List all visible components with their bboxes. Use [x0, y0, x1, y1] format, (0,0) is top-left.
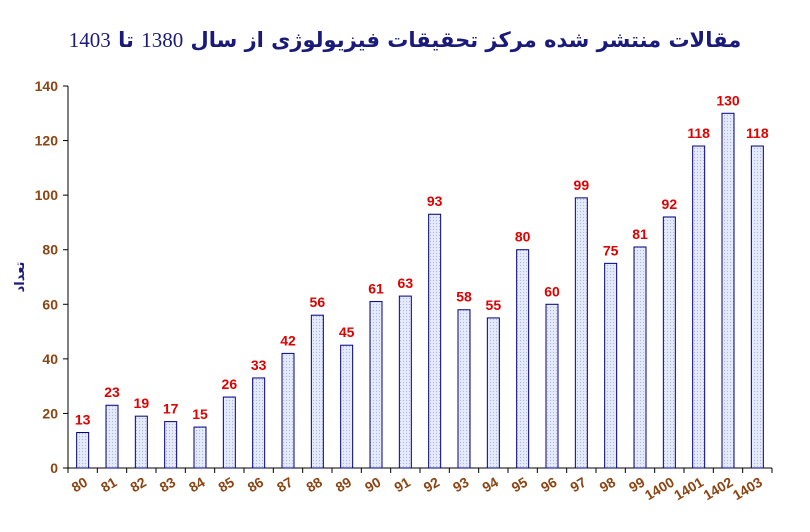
x-tick-label: 1403 — [730, 474, 765, 504]
y-tick-label: 40 — [42, 351, 58, 367]
data-label: 17 — [163, 401, 179, 417]
data-label: 15 — [192, 406, 208, 422]
data-label: 58 — [456, 289, 472, 305]
data-label: 55 — [486, 297, 502, 313]
bar — [398, 295, 412, 469]
y-tick-label: 140 — [35, 78, 59, 94]
y-tick-label: 120 — [35, 133, 59, 149]
y-tick-label: 60 — [42, 296, 58, 312]
x-tick-label: 92 — [421, 474, 443, 496]
data-label: 33 — [251, 357, 267, 373]
bar — [662, 216, 676, 469]
chart-title-year-end: 1403 — [68, 28, 111, 52]
bar — [457, 309, 471, 469]
x-tick-label: 93 — [450, 474, 472, 496]
bar — [545, 303, 559, 469]
data-label: 75 — [603, 242, 619, 258]
data-label: 26 — [222, 376, 238, 392]
bar — [604, 262, 618, 469]
data-label: 99 — [574, 177, 590, 193]
data-label: 23 — [104, 384, 120, 400]
x-tick-label: 95 — [509, 474, 531, 496]
data-label: 19 — [134, 395, 150, 411]
bar — [310, 314, 324, 469]
y-tick-label: 80 — [42, 242, 58, 258]
x-tick-label: 94 — [479, 474, 501, 496]
bar — [76, 432, 90, 469]
bar — [633, 246, 647, 469]
data-label: 63 — [398, 275, 414, 291]
bar — [193, 426, 207, 469]
x-tick-label: 90 — [362, 474, 384, 496]
bar — [252, 377, 266, 469]
y-tick-label: 100 — [35, 187, 59, 203]
data-label: 92 — [662, 196, 678, 212]
x-tick-label: 84 — [186, 474, 208, 496]
bar — [721, 112, 735, 469]
data-label: 130 — [716, 92, 740, 108]
x-tick-label: 96 — [538, 474, 560, 496]
data-label: 118 — [687, 125, 710, 141]
chart-title-year-start: 1380 — [141, 28, 184, 52]
data-label: 61 — [368, 281, 384, 297]
x-tick-label: 98 — [597, 474, 619, 496]
x-tick-label: 88 — [303, 474, 325, 496]
bar — [281, 352, 295, 469]
data-label: 45 — [339, 324, 355, 340]
bar — [574, 197, 588, 469]
x-tick-label: 86 — [245, 474, 267, 496]
bar — [692, 145, 706, 469]
y-tick-label: 0 — [50, 460, 58, 476]
x-tick-label: 87 — [274, 474, 296, 496]
y-axis-title: تعداد — [13, 262, 28, 293]
x-tick-label: 99 — [626, 474, 648, 496]
bar — [164, 421, 178, 469]
data-label: 80 — [515, 229, 531, 245]
bar — [105, 404, 119, 469]
data-label: 13 — [75, 412, 91, 428]
x-tick-label: 83 — [157, 474, 179, 496]
chart-title-text: مقالات منتشر شده مرکز تحقیقات فیزیولوژی … — [190, 28, 742, 52]
data-label: 42 — [280, 332, 296, 348]
y-tick-label: 20 — [42, 405, 58, 421]
x-tick-label: 91 — [391, 474, 413, 496]
data-label: 81 — [632, 226, 648, 242]
x-tick-label: 97 — [567, 474, 589, 496]
data-label: 118 — [746, 125, 769, 141]
x-tick-label: 80 — [69, 474, 91, 496]
bar — [750, 145, 764, 469]
x-tick-label: 89 — [333, 474, 355, 496]
bar — [222, 396, 236, 469]
data-label: 56 — [310, 294, 326, 310]
bar — [134, 415, 148, 469]
x-tick-label: 85 — [215, 474, 237, 496]
bar — [340, 344, 354, 469]
data-label: 60 — [544, 283, 560, 299]
chart-title-to: تا — [118, 28, 134, 52]
bar — [486, 317, 500, 469]
bar — [428, 213, 442, 469]
data-label: 93 — [427, 193, 443, 209]
x-tick-label: 82 — [127, 474, 149, 496]
x-tick-label: 81 — [98, 474, 120, 496]
bar — [516, 249, 530, 469]
chart-title: مقالات منتشر شده مرکز تحقیقات فیزیولوژی … — [0, 28, 810, 53]
bar — [369, 301, 383, 469]
